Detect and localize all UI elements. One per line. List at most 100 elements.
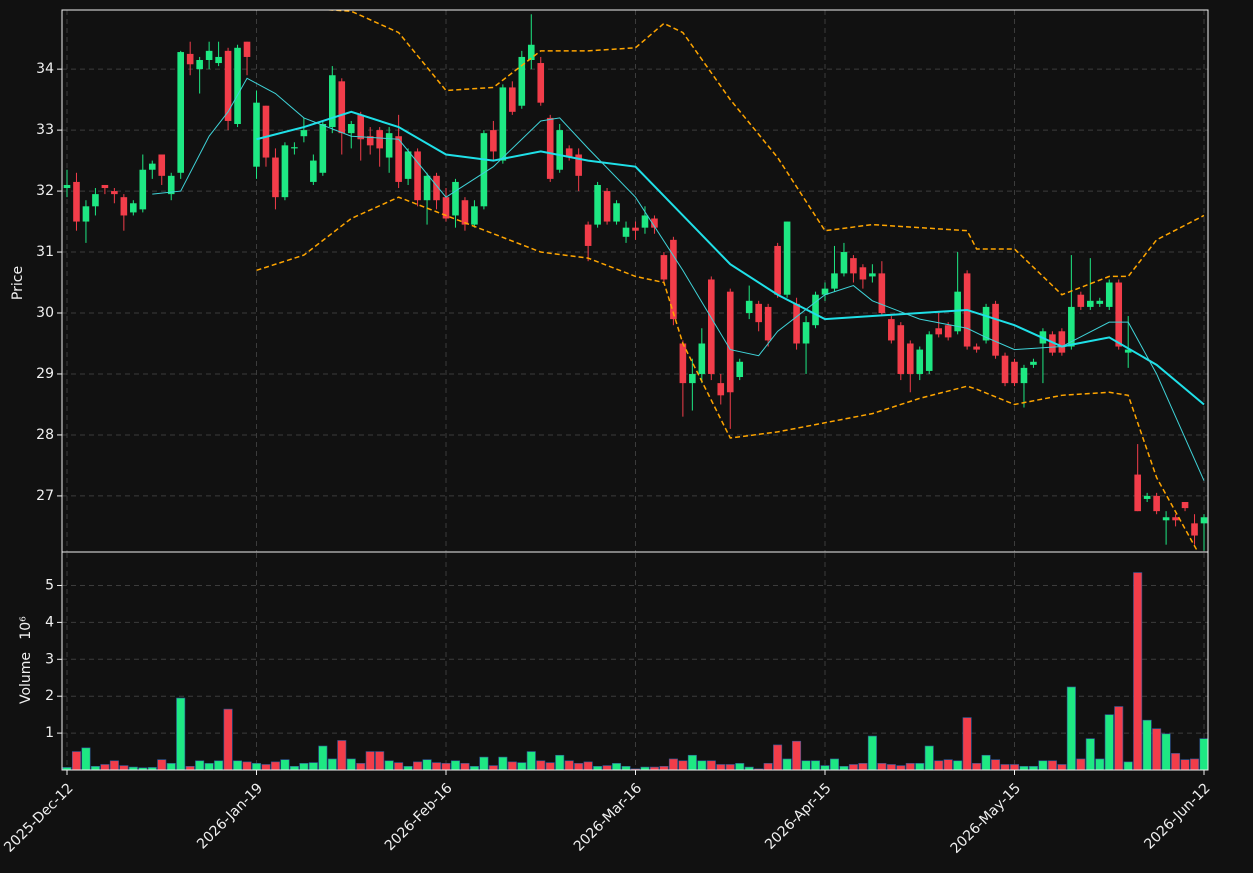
volume-offset-label: 10⁶ xyxy=(18,616,34,640)
candle-body xyxy=(906,343,914,374)
candle-body xyxy=(1191,523,1198,536)
candle-body xyxy=(774,245,781,295)
volume-bar xyxy=(327,758,337,771)
volume-bar xyxy=(403,766,413,771)
volume-bar xyxy=(1123,761,1133,771)
volume-bar xyxy=(574,763,584,771)
candle-body xyxy=(916,349,924,374)
candle-body xyxy=(338,81,346,134)
candle-body xyxy=(1143,495,1151,499)
volume-bar xyxy=(924,745,934,771)
volume-bar xyxy=(81,747,91,771)
volume-bar xyxy=(223,708,233,771)
grid xyxy=(62,10,1208,770)
volume-bar xyxy=(1000,764,1010,771)
candle-body xyxy=(461,200,469,225)
candle-body xyxy=(821,288,829,295)
candle-body xyxy=(139,169,147,210)
volume-bar xyxy=(792,740,802,771)
candle-body xyxy=(726,291,734,393)
candle-body xyxy=(196,59,203,70)
candle-body xyxy=(130,203,137,213)
candle-body xyxy=(480,133,488,207)
volume-bar xyxy=(848,764,858,771)
candle-body xyxy=(215,56,222,64)
candle-body xyxy=(63,184,71,189)
candle-body xyxy=(395,136,402,182)
y-tick-label: 4 xyxy=(45,614,54,630)
candle-body xyxy=(452,181,459,216)
candle-body xyxy=(546,117,554,179)
candle-body xyxy=(708,279,715,374)
volume-bar xyxy=(1180,759,1190,771)
candle-body xyxy=(101,184,109,189)
candle-body xyxy=(594,184,601,225)
volume-bar xyxy=(1114,706,1124,771)
candle-body xyxy=(632,227,639,231)
y-tick-label: 28 xyxy=(36,427,54,443)
volume-bar xyxy=(289,766,299,771)
candle-body xyxy=(1172,517,1179,521)
volume-bar xyxy=(233,760,243,771)
candle-body xyxy=(120,197,128,216)
volume-bar xyxy=(479,756,489,771)
volume-bar xyxy=(450,760,460,771)
candle-body xyxy=(1068,306,1075,347)
candle-body xyxy=(793,303,800,344)
candle-body xyxy=(433,175,440,201)
candle-body xyxy=(622,227,630,237)
y-tick-label: 1 xyxy=(45,725,54,741)
candle-body xyxy=(1087,300,1094,307)
volume-bar xyxy=(564,760,574,771)
volume-bar xyxy=(195,760,205,771)
volume-bar xyxy=(1028,766,1038,771)
candle-body xyxy=(1011,361,1018,384)
candle-body xyxy=(73,181,80,222)
candle-body xyxy=(499,87,507,161)
candle-body xyxy=(698,343,706,374)
volume-bar xyxy=(1038,760,1048,771)
candle-body xyxy=(660,255,668,280)
volume-bar xyxy=(915,763,925,771)
volume-bar xyxy=(270,761,280,771)
volume-bar xyxy=(687,754,697,771)
candle-body xyxy=(1058,331,1066,353)
candle-body xyxy=(205,50,213,60)
volume-bar xyxy=(536,760,546,771)
volume-bar xyxy=(716,764,726,771)
candle-body xyxy=(442,197,450,219)
candle-body xyxy=(319,124,327,173)
candle-body xyxy=(689,373,696,384)
volume-bar xyxy=(242,761,252,771)
volume-bar xyxy=(308,762,318,771)
candle-body xyxy=(812,294,819,326)
candle-body xyxy=(679,343,687,384)
candle-body xyxy=(584,224,592,246)
volume-bar xyxy=(365,751,375,771)
volume-bar xyxy=(460,763,470,771)
volume-bar xyxy=(1161,733,1171,771)
y-tick-label: 2 xyxy=(45,688,54,704)
volume-bar xyxy=(829,758,839,771)
volume-bar xyxy=(991,759,1001,771)
candle-body xyxy=(764,306,772,341)
candle-body xyxy=(262,105,270,158)
candle-body xyxy=(234,47,241,125)
candle-body xyxy=(1077,294,1085,307)
volume-bar xyxy=(972,763,982,771)
candle-body xyxy=(177,52,184,173)
candle-body xyxy=(310,160,317,182)
volume-bar xyxy=(469,766,479,771)
y-tick-label: 32 xyxy=(36,183,54,199)
volume-bar xyxy=(252,763,262,771)
candle-body xyxy=(651,218,658,228)
candle-body xyxy=(291,147,298,149)
volume-bar xyxy=(507,761,517,771)
y-tick-label: 30 xyxy=(36,305,54,321)
volume-bar xyxy=(896,765,906,771)
candle-body xyxy=(272,157,279,198)
volume-bar xyxy=(318,745,328,771)
candle-body xyxy=(888,319,895,341)
candle-body xyxy=(944,325,952,338)
candle-body xyxy=(717,383,725,396)
